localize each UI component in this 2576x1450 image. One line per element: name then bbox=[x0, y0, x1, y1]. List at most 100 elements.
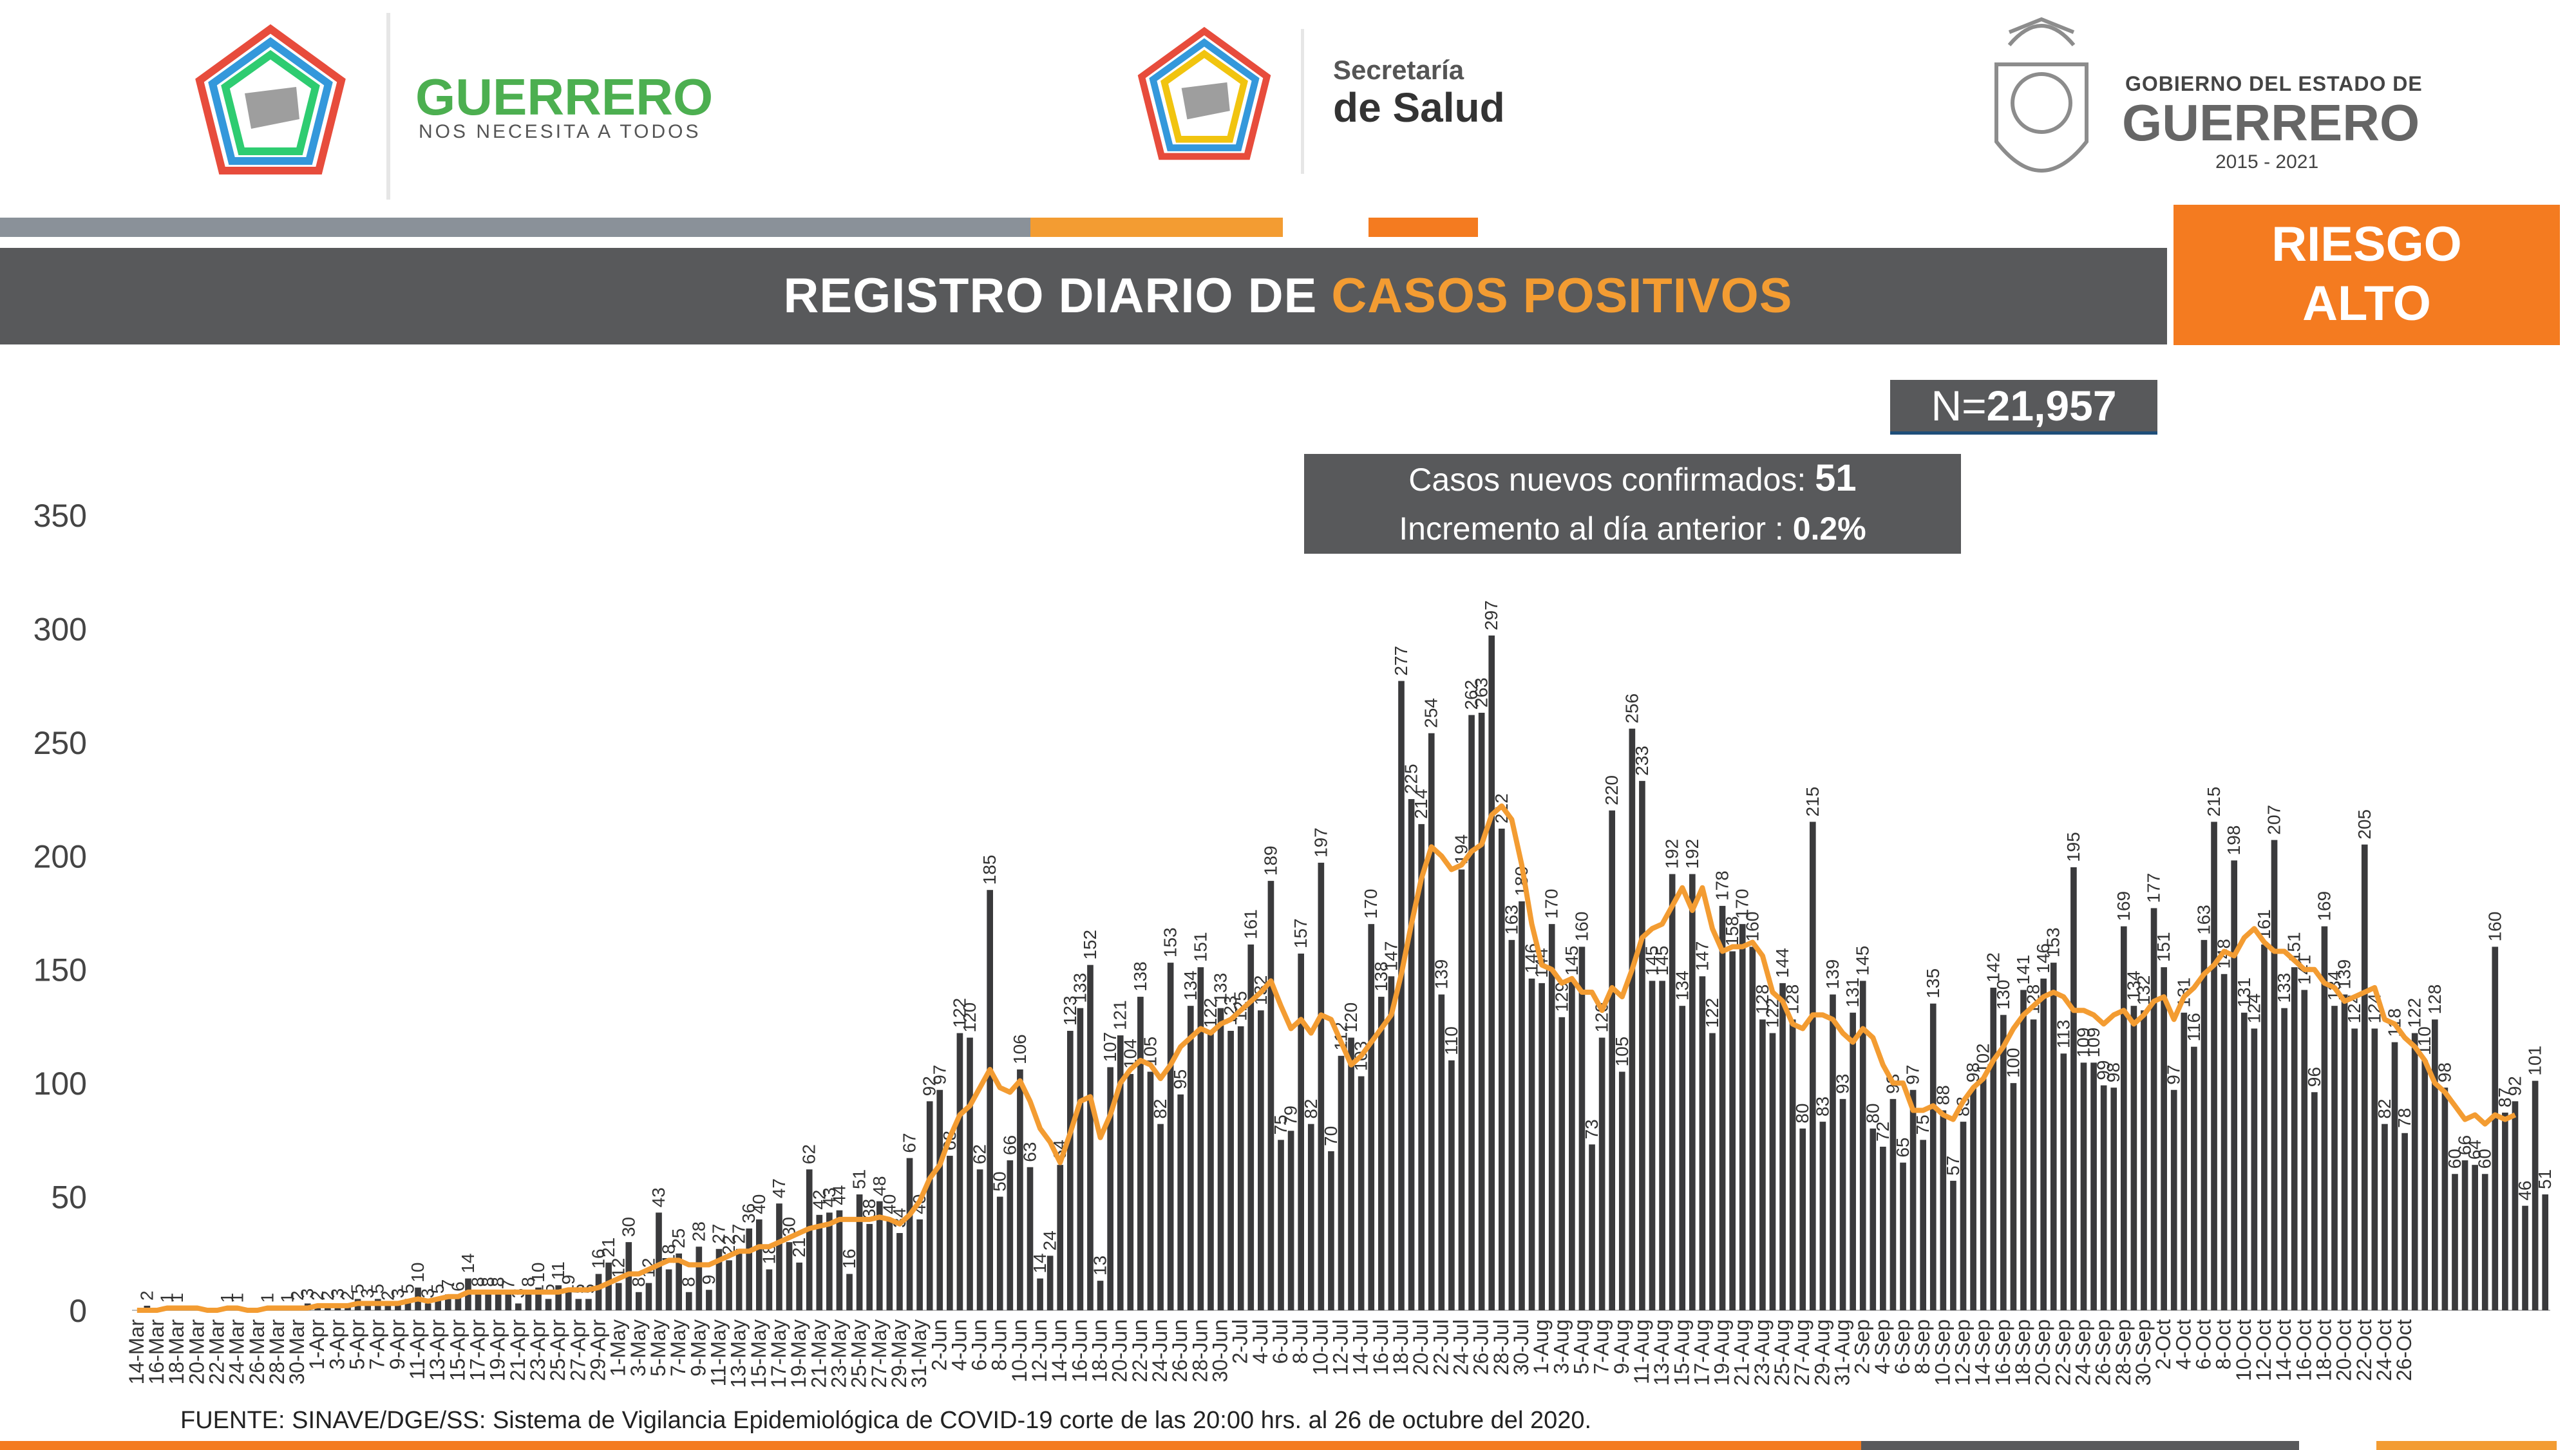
x-tick-label: 20-Sep bbox=[2031, 1319, 2054, 1386]
bar bbox=[856, 1194, 863, 1310]
bar bbox=[2040, 978, 2047, 1310]
bar bbox=[1458, 869, 1465, 1310]
bar bbox=[2240, 1012, 2248, 1310]
bar-value-label: 160 bbox=[1571, 912, 1591, 942]
bar-value-label: 7 bbox=[438, 1279, 458, 1290]
x-tick-label: 1-Aug bbox=[1530, 1319, 1553, 1374]
x-tick-label: 16-Jun bbox=[1068, 1319, 1091, 1382]
bar bbox=[2030, 1019, 2037, 1310]
brand-title: GUERRERO bbox=[415, 68, 714, 126]
x-tick-label: 9-May bbox=[687, 1319, 710, 1377]
bar-value-label: 263 bbox=[1472, 677, 1492, 708]
x-tick-label: 1-May bbox=[607, 1319, 630, 1377]
bar bbox=[1909, 1089, 1917, 1310]
bar-value-label: 197 bbox=[1311, 827, 1331, 858]
increment-label: Incremento al día anterior : bbox=[1399, 511, 1784, 547]
bar-value-label: 2 bbox=[307, 1290, 327, 1301]
bar-value-label: 25 bbox=[668, 1229, 688, 1248]
bar bbox=[1358, 1076, 1365, 1310]
bar bbox=[1187, 1006, 1194, 1310]
x-tick-label: 17-Aug bbox=[1690, 1319, 1713, 1386]
bar-value-label: 16 bbox=[839, 1248, 859, 1268]
x-tick-label: 14-Jun bbox=[1048, 1319, 1071, 1382]
bar bbox=[2080, 1062, 2087, 1310]
bar-value-label: 139 bbox=[1823, 959, 1842, 990]
bar-value-label: 99 bbox=[2094, 1060, 2114, 1080]
bar-value-label: 6 bbox=[448, 1281, 468, 1292]
bar-value-label: 27 bbox=[729, 1224, 749, 1244]
bar bbox=[916, 1219, 923, 1310]
x-tick-label: 2-Jul bbox=[1229, 1319, 1252, 1364]
bar-value-label: 135 bbox=[1923, 968, 1943, 999]
bar-value-label: 131 bbox=[1842, 977, 1862, 1008]
bar bbox=[1307, 1124, 1314, 1310]
y-tick-label: 350 bbox=[33, 498, 87, 534]
x-tick-label: 26-Sep bbox=[2092, 1319, 2115, 1386]
bar-value-label: 189 bbox=[1260, 845, 1280, 876]
bar bbox=[2221, 974, 2228, 1310]
bar-value-label: 170 bbox=[1732, 889, 1752, 919]
bar bbox=[1097, 1281, 1104, 1310]
title-bar bbox=[0, 248, 2167, 344]
x-tick-label: 18-Jun bbox=[1088, 1319, 1112, 1382]
bar-value-label: 1 bbox=[167, 1293, 187, 1303]
bar-value-label: 40 bbox=[749, 1194, 769, 1214]
trend-line bbox=[137, 803, 2517, 1313]
bar-value-label: 195 bbox=[2063, 832, 2083, 862]
bar bbox=[1388, 976, 1395, 1310]
bar bbox=[2281, 1008, 2287, 1310]
x-tick-label: 27-May bbox=[867, 1319, 891, 1388]
x-tick-label: 28-Jul bbox=[1490, 1319, 1513, 1375]
bar-value-label: 97 bbox=[929, 1065, 949, 1085]
x-tick-label: 2-Oct bbox=[2152, 1319, 2175, 1370]
bar-value-label: 152 bbox=[1080, 930, 1100, 960]
bar-value-label: 30 bbox=[618, 1217, 638, 1237]
bar bbox=[2411, 1033, 2418, 1310]
bar-value-label: 160 bbox=[2485, 912, 2505, 942]
bar-value-label: 233 bbox=[1632, 746, 1652, 776]
bar bbox=[1087, 965, 1094, 1310]
bar-value-label: 92 bbox=[920, 1076, 940, 1096]
bar bbox=[1759, 1019, 1766, 1310]
bar-value-label: 93 bbox=[1833, 1074, 1853, 1094]
bar-value-label: 277 bbox=[1391, 646, 1411, 676]
bar-value-label: 145 bbox=[1853, 946, 1873, 976]
bar bbox=[2502, 1113, 2508, 1310]
bar-value-label: 134 bbox=[1180, 970, 1200, 1001]
bar-value-label: 16 bbox=[589, 1248, 609, 1268]
risk-badge: RIESGO ALTO bbox=[2174, 205, 2560, 345]
bar bbox=[615, 1283, 622, 1310]
x-tick-label: 12-Sep bbox=[1951, 1319, 1975, 1386]
bar bbox=[2130, 1006, 2137, 1310]
top-strip-gray bbox=[0, 218, 1030, 237]
info-box: Casos nuevos confirmados: 51 Incremento … bbox=[1304, 454, 1961, 554]
x-tick-label: 30-Jul bbox=[1510, 1319, 1533, 1375]
bar bbox=[1578, 946, 1586, 1310]
bar bbox=[1157, 1124, 1164, 1310]
footer-strip-gray bbox=[1861, 1441, 2299, 1450]
x-tick-label: 29-Apr bbox=[587, 1319, 610, 1381]
bar bbox=[1548, 924, 1555, 1310]
bar-value-label: 157 bbox=[1291, 918, 1311, 948]
bar bbox=[1970, 1088, 1976, 1310]
bar bbox=[2431, 1019, 2438, 1310]
bar-value-label: 3 bbox=[298, 1288, 317, 1299]
bar bbox=[2231, 860, 2238, 1310]
bar-value-label: 134 bbox=[2123, 970, 2143, 1001]
bar bbox=[2311, 1092, 2318, 1310]
risk-line2: ALTO bbox=[2302, 276, 2431, 331]
bar-value-label: 95 bbox=[1170, 1069, 1190, 1089]
bar bbox=[2211, 822, 2217, 1310]
bar bbox=[2100, 1085, 2107, 1310]
x-tick-label: 15-Apr bbox=[446, 1319, 469, 1381]
y-tick-label: 300 bbox=[33, 611, 87, 647]
x-tick-label: 8-Oct bbox=[2212, 1319, 2235, 1370]
x-tick-label: 6-Oct bbox=[2192, 1319, 2215, 1370]
bar bbox=[926, 1101, 933, 1310]
bar bbox=[1428, 733, 1435, 1310]
x-tick-label: 22-Oct bbox=[2353, 1319, 2376, 1381]
bar-value-label: 2 bbox=[317, 1290, 337, 1301]
bar bbox=[1267, 881, 1274, 1310]
bar bbox=[2341, 994, 2348, 1310]
